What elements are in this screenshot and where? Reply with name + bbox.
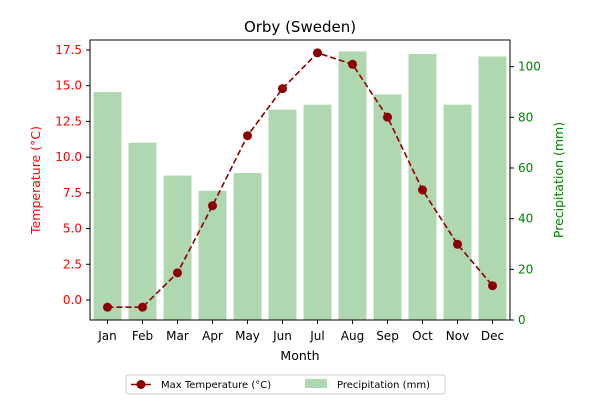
left-tick-label: 10.0 [55, 150, 82, 164]
x-tick-label: Feb [132, 329, 153, 343]
x-tick-label: Jan [97, 329, 117, 343]
x-axis-title: Month [280, 348, 319, 363]
right-tick-label: 40 [518, 212, 533, 226]
left-tick-label: 0.0 [63, 293, 82, 307]
x-tick-label: Mar [166, 329, 189, 343]
legend-label-precipitation: Precipitation (mm) [337, 380, 430, 391]
x-tick-label: May [235, 329, 260, 343]
legend-marker-swatch [136, 380, 146, 389]
temperature-point [313, 48, 322, 58]
bars-layer [93, 51, 507, 321]
precipitation-bar [93, 91, 122, 320]
right-tick-label: 60 [518, 161, 533, 175]
right-tick-label: 80 [518, 110, 533, 124]
left-tick-label: 15.0 [55, 79, 82, 93]
temperature-point [348, 59, 357, 69]
temperature-point [103, 302, 112, 312]
temperature-point [208, 201, 217, 211]
temperature-point [488, 281, 497, 291]
temperature-point [243, 131, 252, 141]
precipitation-bar [443, 104, 472, 320]
temperature-point [173, 268, 182, 278]
right-tick-label: 20 [518, 262, 533, 276]
line-layer [103, 48, 497, 312]
right-tick-label: 100 [518, 60, 541, 74]
precipitation-bar [233, 173, 262, 320]
temperature-line [107, 51, 494, 308]
left-tick-label: 17.5 [55, 43, 82, 57]
legend: Max Temperature (°C) Precipitation (mm) [125, 374, 446, 395]
left-axis-title: Temperature (°C) [28, 126, 43, 235]
precipitation-bar [198, 190, 227, 320]
precipitation-bar [128, 142, 157, 320]
x-tick-label: Jul [309, 329, 324, 343]
temperature-point [383, 112, 392, 122]
x-tick-label: Oct [412, 329, 433, 343]
x-tick-label: Aug [341, 329, 364, 343]
right-axis-title: Precipitation (mm) [551, 122, 566, 238]
temperature-point [278, 84, 287, 94]
precipitation-bar [303, 104, 332, 320]
precipitation-bar [478, 56, 507, 321]
precipitation-bar [373, 94, 402, 320]
right-tick-label: 0 [518, 313, 526, 327]
x-tick-label: Apr [202, 329, 223, 343]
left-axis-ticks: 0.0 2.5 5.0 7.5 10.0 12.5 15.0 17.5 [55, 43, 90, 307]
x-axis-ticks: Jan Feb Mar Apr May Jun Jul Aug Sep Oct Nov Dec [97, 320, 504, 343]
left-tick-label: 7.5 [63, 186, 82, 200]
temperature-point [418, 185, 427, 195]
precipitation-bar [163, 175, 192, 320]
legend-box [125, 374, 446, 395]
left-tick-label: 2.5 [63, 257, 82, 271]
left-tick-label: 5.0 [63, 222, 82, 236]
legend-label-temperature: Max Temperature (°C) [161, 380, 271, 391]
plot-frame [89, 39, 511, 321]
x-tick-label: Jun [272, 329, 292, 343]
legend-bar-swatch [305, 379, 327, 388]
x-tick-label: Dec [481, 329, 504, 343]
precipitation-bar [338, 51, 367, 321]
chart-title: Orby (Sweden) [244, 18, 356, 36]
x-tick-label: Sep [376, 329, 399, 343]
x-tick-label: Nov [446, 329, 469, 343]
right-axis-ticks: 0 20 40 60 80 100 [510, 60, 541, 327]
temperature-point [453, 239, 462, 249]
temperature-point [138, 302, 147, 312]
precipitation-bar [268, 109, 297, 320]
left-tick-label: 12.5 [55, 114, 82, 128]
